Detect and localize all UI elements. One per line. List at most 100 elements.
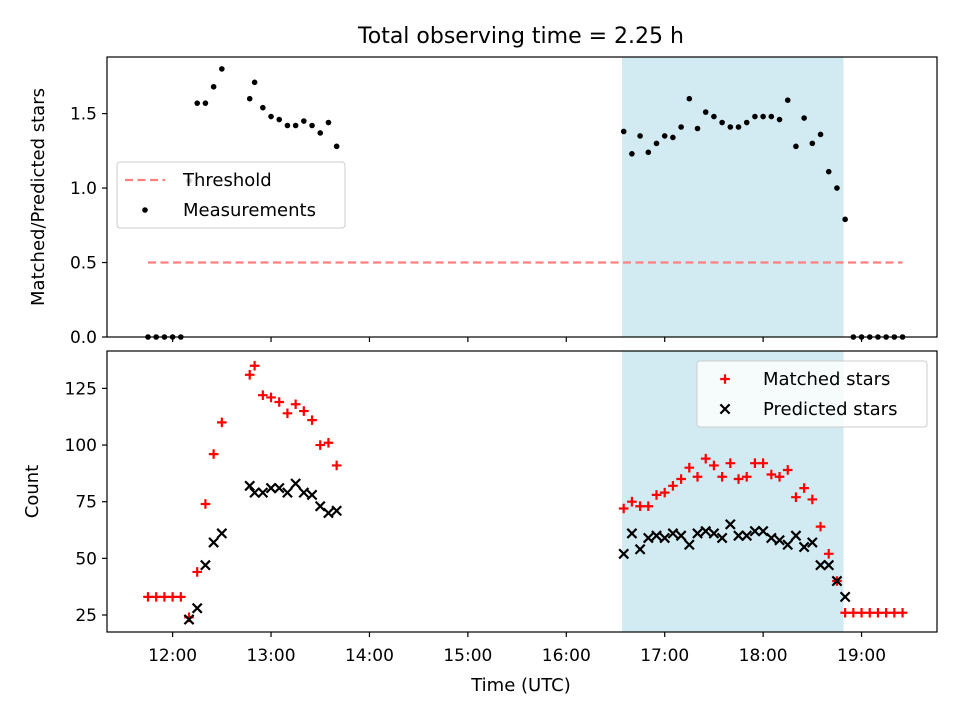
data-point xyxy=(741,530,753,542)
y-axis-label: Matched/Predicted stars xyxy=(28,88,49,306)
legend: Threshold Measurements xyxy=(116,161,346,229)
y-tick-label: 1.0 xyxy=(70,179,97,199)
observing-window-span xyxy=(622,57,844,337)
data-point xyxy=(309,122,315,129)
data-point xyxy=(719,119,725,126)
y-tick-label: 100 xyxy=(65,436,97,456)
legend-marker-swatch xyxy=(720,374,730,384)
data-point xyxy=(634,543,646,555)
data-point xyxy=(290,399,301,410)
data-point xyxy=(282,487,293,499)
data-point xyxy=(323,437,334,448)
data-point xyxy=(642,532,654,544)
data-point xyxy=(266,392,276,403)
data-point xyxy=(323,507,334,519)
data-point xyxy=(815,559,826,571)
data-point xyxy=(725,458,736,468)
data-point xyxy=(208,449,219,459)
data-point xyxy=(839,591,851,603)
data-point xyxy=(249,487,261,499)
data-point xyxy=(251,79,258,86)
data-point xyxy=(711,113,717,120)
x-axis-label: Time (UTC) xyxy=(470,675,571,696)
axes-frame xyxy=(106,350,938,633)
data-point xyxy=(700,453,711,464)
data-point xyxy=(667,528,679,539)
data-point xyxy=(635,501,645,512)
y-tick-label: 0.5 xyxy=(70,254,97,274)
data-point xyxy=(290,478,302,489)
data-point xyxy=(620,128,627,135)
data-point xyxy=(694,125,701,132)
y-tick-label: 25 xyxy=(75,606,97,626)
data-point xyxy=(626,528,638,539)
chart-title: Total observing time = 2.25 h xyxy=(357,24,684,49)
data-point xyxy=(889,607,900,618)
data-point xyxy=(766,469,777,480)
data-point xyxy=(774,534,785,546)
data-point xyxy=(864,607,875,618)
data-point xyxy=(724,518,736,530)
data-point xyxy=(276,116,283,123)
data-point xyxy=(670,134,676,141)
data-point xyxy=(683,539,695,551)
data-point xyxy=(210,83,217,90)
data-point xyxy=(716,532,728,544)
data-point xyxy=(659,532,671,544)
y-tick-label: 0.0 xyxy=(70,328,97,348)
panel-2: 25 50 75 100 125 Count 12:00 13:00 14:00 15:00 16:… xyxy=(22,350,938,666)
data-point xyxy=(743,119,750,126)
data-point xyxy=(784,97,791,103)
data-point xyxy=(331,460,342,471)
data-point xyxy=(848,607,859,618)
legend-label: Predicted stars xyxy=(763,399,897,420)
data-point xyxy=(856,607,867,618)
data-point xyxy=(246,95,253,102)
data-point xyxy=(645,149,652,156)
data-point xyxy=(733,530,744,542)
data-point xyxy=(790,530,802,542)
data-point xyxy=(191,602,203,614)
y-tick-label: 125 xyxy=(65,379,97,399)
data-point xyxy=(284,122,291,129)
data-point xyxy=(167,592,178,602)
data-point xyxy=(627,496,637,507)
data-point xyxy=(651,530,662,542)
data-point xyxy=(817,131,824,138)
data-point xyxy=(684,462,695,473)
data-point xyxy=(675,530,687,542)
y-axis-label: Count xyxy=(22,465,43,518)
data-point xyxy=(143,592,153,602)
data-point xyxy=(686,95,693,102)
data-point xyxy=(258,390,268,400)
data-point xyxy=(325,119,332,126)
x-tick-label: 13:00 xyxy=(247,646,296,666)
data-point xyxy=(268,113,274,120)
data-point xyxy=(216,528,228,539)
data-point xyxy=(776,116,783,123)
data-point xyxy=(791,492,801,502)
panel-1: 0.0 0.5 1.0 1.5 Matched/Predicted stars Thres… xyxy=(28,56,938,348)
data-point xyxy=(219,66,225,72)
legend-entry: Threshold xyxy=(125,170,272,191)
x-tick-label: 15:00 xyxy=(443,646,492,666)
data-point xyxy=(768,113,775,120)
data-point xyxy=(244,480,256,492)
data-point xyxy=(702,109,709,115)
data-point xyxy=(333,143,340,150)
data-point xyxy=(637,133,643,139)
data-point xyxy=(752,113,758,120)
data-point xyxy=(873,607,883,618)
data-point xyxy=(815,521,826,532)
axes-frame xyxy=(106,56,938,338)
data-point xyxy=(260,104,266,111)
data-point xyxy=(750,458,760,468)
data-point xyxy=(774,471,785,482)
data-point xyxy=(760,113,766,120)
data-point xyxy=(317,130,324,136)
legend-label: Threshold xyxy=(182,170,272,191)
data-point xyxy=(798,541,810,553)
data-point xyxy=(733,474,744,484)
data-point xyxy=(717,471,727,482)
legend-label: Measurements xyxy=(183,200,316,221)
